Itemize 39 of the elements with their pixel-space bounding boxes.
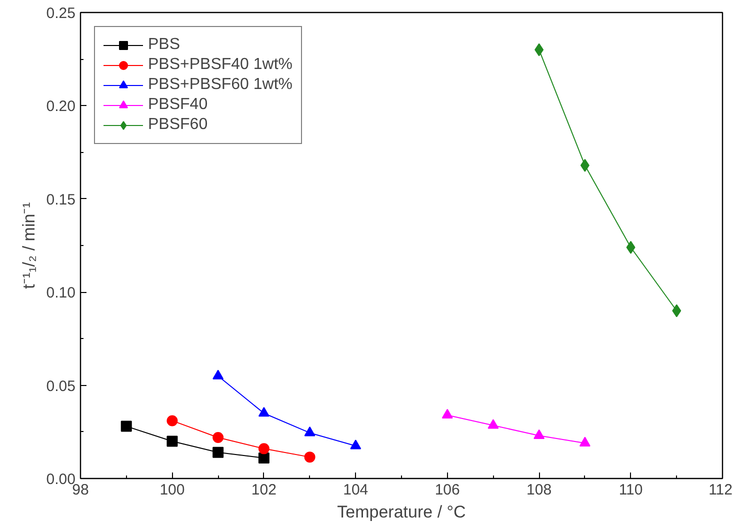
x-tick-label: 104 bbox=[343, 482, 368, 498]
y-tick-label: 0.05 bbox=[46, 378, 76, 395]
point bbox=[166, 415, 178, 426]
point bbox=[212, 446, 224, 458]
y-tick-label: 0.20 bbox=[46, 98, 76, 116]
point bbox=[258, 443, 270, 454]
point bbox=[534, 43, 544, 56]
legend-label: PBS+PBSF60 1wt% bbox=[148, 76, 293, 94]
legend-label: PBSF40 bbox=[148, 96, 208, 114]
point bbox=[442, 408, 453, 419]
legend-label: PBS+PBSF40 1wt% bbox=[148, 56, 293, 74]
point bbox=[258, 452, 270, 464]
legend-label: PBSF60 bbox=[148, 116, 208, 134]
point bbox=[120, 420, 132, 432]
point bbox=[166, 436, 178, 447]
y-tick-label: 0.25 bbox=[46, 5, 76, 22]
point bbox=[534, 429, 545, 440]
point bbox=[579, 436, 590, 446]
x-tick-label: 110 bbox=[618, 482, 643, 498]
point bbox=[212, 432, 224, 443]
point bbox=[304, 452, 316, 463]
point bbox=[304, 426, 316, 436]
point bbox=[626, 240, 636, 254]
x-tick-label: 102 bbox=[251, 482, 276, 498]
x-tick-label: 106 bbox=[434, 482, 460, 498]
x-tick-label: 100 bbox=[160, 482, 185, 498]
legend-label: PBS bbox=[148, 36, 180, 54]
point bbox=[488, 419, 499, 429]
point bbox=[212, 370, 224, 380]
point bbox=[672, 304, 682, 318]
y-axis-title: t⁻¹₁/₂ / min⁻¹ bbox=[19, 202, 38, 289]
x-tick-label: 112 bbox=[708, 482, 732, 498]
x-tick-label: 108 bbox=[526, 482, 552, 498]
point bbox=[258, 406, 270, 417]
y-tick-label: 0.15 bbox=[46, 191, 76, 208]
point bbox=[350, 440, 362, 450]
point bbox=[580, 158, 590, 172]
x-axis-title: Temperature / °C bbox=[337, 502, 466, 522]
y-tick-label: 0.10 bbox=[46, 284, 76, 302]
